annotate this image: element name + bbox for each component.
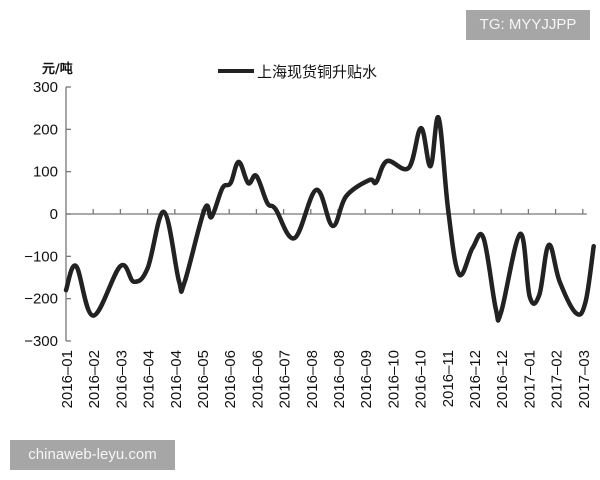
y-axis-unit-label: 元/吨 (42, 61, 73, 77)
x-tick-label: 2016–10 (385, 350, 402, 408)
legend-label: 上海现货铜升贴水 (257, 63, 377, 81)
watermark-bottom: chinaweb-leyu.com (10, 440, 175, 470)
y-tick-label: 300 (33, 79, 58, 96)
x-tick-label: 2016–05 (195, 350, 212, 408)
y-axis: 300 200 100 0 −100 −200 −300 (24, 79, 71, 350)
x-tick-label: 2016–04 (141, 350, 158, 408)
x-tick-label: 2016–07 (277, 350, 294, 408)
x-tick-label: 2016–04 (168, 350, 185, 408)
legend: 上海现货铜升贴水 (218, 63, 377, 81)
x-tick-label: 2016–06 (249, 350, 266, 408)
x-tick-label: 2016–06 (222, 350, 239, 408)
x-tick-label: 2016–10 (413, 350, 430, 408)
watermark-top: TG: MYYJJPP (466, 10, 590, 40)
y-tick-label: 100 (33, 164, 58, 181)
y-tick-label: 0 (50, 206, 58, 223)
x-tick-label: 2016–08 (331, 350, 348, 408)
x-axis: 2016–01 2016–02 2016–03 2016–04 2016–04 2016–… (59, 209, 593, 408)
x-tick-label: 2016–12 (467, 350, 484, 408)
x-tick-label: 2016–08 (304, 350, 321, 408)
x-tick-label: 2017–02 (549, 350, 566, 408)
series-line (63, 115, 596, 323)
x-tick-label: 2016–12 (494, 350, 511, 408)
x-tick-label: 2017–03 (576, 350, 593, 408)
y-tick-label: −100 (24, 248, 58, 265)
y-tick-label: 200 (33, 121, 58, 138)
x-tick-label: 2016–03 (113, 350, 130, 408)
y-tick-label: −300 (24, 333, 58, 350)
x-tick-label: 2016–02 (86, 350, 103, 408)
y-tick-label: −200 (24, 291, 58, 308)
x-tick-label: 2016–09 (358, 350, 375, 408)
x-tick-label: 2017–01 (521, 350, 538, 408)
x-tick-label: 2016–11 (440, 350, 457, 407)
x-tick-label: 2016–01 (59, 350, 76, 408)
